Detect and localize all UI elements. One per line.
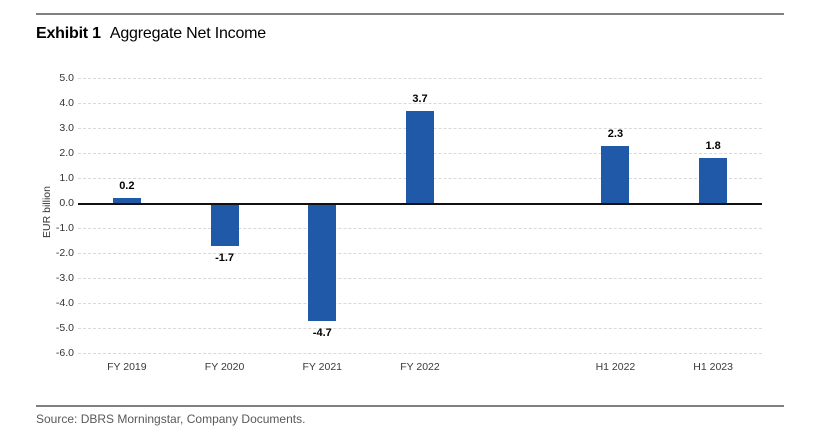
x-axis-label-fy-2019: FY 2019 [107,361,147,373]
y-tick-label: 4.0 [59,97,74,109]
chart-title-text: Aggregate Net Income [109,25,266,42]
bar-value-label-fy-2021: -4.7 [312,326,332,339]
bar-h1-2022 [601,145,630,203]
y-tick-label: -1.0 [55,222,74,234]
bottom-divider [36,405,784,407]
zero-axis-line [78,203,762,205]
y-tick-label: -2.0 [55,247,74,259]
bar-fy-2021 [308,203,337,321]
top-divider [36,13,784,15]
y-tick-label: -4.0 [55,297,74,309]
bar-value-label-fy-2022: 3.7 [412,92,428,105]
y-tick-label: 5.0 [59,72,74,84]
y-tick-label: -3.0 [55,272,74,284]
x-axis-label-h1-2023: H1 2023 [693,361,733,373]
source-note: Source: DBRS Morningstar, Company Docume… [36,412,306,426]
gridline [78,78,762,79]
gridline [78,228,762,229]
x-axis-label-h1-2022: H1 2022 [595,361,636,373]
chart-title: Exhibit 1 Aggregate Net Income [36,25,266,43]
gridline [78,353,762,354]
bar-value-label-fy-2020: -1.7 [215,251,235,264]
bar-fy-2022 [406,110,434,203]
y-tick-label: 1.0 [59,172,74,184]
bar-value-label-h1-2023: 1.8 [705,140,721,152]
y-tick-label: -6.0 [55,347,74,359]
bar-fy-2019 [112,198,141,203]
gridline [78,103,762,104]
gridline [78,278,762,279]
bar-fy-2020 [210,203,239,246]
y-tick-label: 3.0 [59,122,74,134]
bar-value-label-h1-2022: 2.3 [607,127,624,140]
y-tick-label: 2.0 [59,147,74,159]
bar-h1-2023 [699,158,728,203]
y-tick-label: -5.0 [55,322,74,334]
plot-area: 0.2 -1.7 -4.7 3.7 2.3 1.8 [78,78,762,354]
x-axis-label-fy-2022: FY 2022 [400,361,440,373]
exhibit-label: Exhibit 1 [36,25,101,42]
y-tick-label: 0.0 [59,197,74,209]
gridline [78,303,762,304]
x-axis-label-fy-2020: FY 2020 [204,361,245,373]
x-axis-label-fy-2021: FY 2021 [302,361,343,373]
bar-value-label-fy-2019: 0.2 [119,180,135,192]
gridline [78,328,762,329]
gridline [78,253,762,254]
